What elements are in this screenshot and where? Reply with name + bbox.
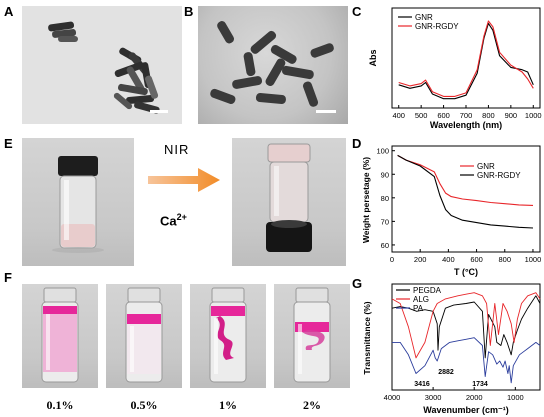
- chartD-xtick-label-2: 400: [442, 255, 455, 264]
- chartC-xtick-label-0: 400: [392, 111, 405, 120]
- chartG-xtick-label-0: 4000: [384, 393, 401, 402]
- chartD-series-0: [397, 154, 534, 206]
- ca-ion-symbol: Ca: [160, 213, 177, 229]
- chartD-ytick-label-4: 100: [376, 147, 389, 156]
- chartD-xtick-label-1: 200: [414, 255, 427, 264]
- chart-d-xlabel: T (°C): [454, 267, 478, 277]
- chart-d-legend-gnr-rgdy: GNR-RGDY: [477, 171, 521, 180]
- chart-c-legend-gnr: GNR: [415, 13, 433, 22]
- vial-photo-2: [274, 284, 350, 388]
- vial-after-drawing: [266, 143, 312, 252]
- chart-g-frame: [391, 283, 541, 391]
- panel-label-b: B: [184, 4, 194, 19]
- chart-g-annotation-1734: 1734: [472, 381, 488, 388]
- tem-image-a: [22, 6, 182, 124]
- chartD-xtick-label-3: 600: [470, 255, 483, 264]
- chart-g-ylabel: Transmittance (%): [362, 301, 372, 374]
- nir-label: NIR: [164, 142, 190, 157]
- vial-photo-0-5: [106, 284, 182, 388]
- chartG-xtick-label-1: 3000: [425, 393, 442, 402]
- panel-label-g: G: [352, 276, 363, 291]
- chart-g-annotation-2882: 2882: [438, 369, 454, 376]
- chart-c-uv-vis: 400 500 600 700 800 900 1000 GNR GNR-RGDY Wave…: [368, 7, 542, 130]
- chartC-xtick-label-5: 900: [505, 111, 518, 120]
- nir-arrow: [148, 168, 220, 192]
- chartD-xtick-label-0: 0: [390, 255, 394, 264]
- panel-label-c: C: [352, 4, 362, 19]
- chartD-ytick-label-3: 90: [381, 170, 389, 179]
- chartG-series-2: [392, 337, 541, 384]
- vial-0-1-drawing: [41, 287, 79, 383]
- concentration-label-2: 2%: [303, 398, 321, 412]
- chart-d-frame: [391, 145, 541, 253]
- panel-label-e: E: [4, 136, 13, 151]
- vial-1-drawing: [209, 287, 247, 383]
- concentration-label-0-5: 0.5%: [130, 398, 158, 412]
- ca-ion-charge: 2+: [176, 212, 187, 222]
- chartC-xtick-label-6: 1000: [525, 111, 542, 120]
- chartD-xtick-label-5: 1000: [525, 255, 542, 264]
- tem-image-b-nanorods: [210, 21, 336, 113]
- chartC-xtick-label-3: 700: [460, 111, 473, 120]
- chartG-xtick-label-2: 2000: [466, 393, 483, 402]
- chartG-series-1: [391, 292, 541, 359]
- concentration-label-0-1: 0.1%: [46, 398, 74, 412]
- tem-image-a-nanorods: [48, 21, 168, 114]
- chartD-ytick-label-0: 60: [381, 241, 389, 250]
- chart-c-ylabel: Abs: [368, 49, 378, 66]
- concentration-label-1: 1%: [219, 398, 237, 412]
- chart-c-xlabel: Wavelength (nm): [430, 120, 502, 130]
- panel-label-a: A: [4, 4, 14, 19]
- chart-d-legend-gnr: GNR: [477, 162, 495, 171]
- chartD-ytick-label-1: 70: [381, 217, 389, 226]
- chart-g-ftir: 4000 3000 2000 1000 PEGDA ALG PA 3416 2882 …: [362, 283, 541, 415]
- tem-image-b: [198, 6, 348, 124]
- chartC-xtick-label-1: 500: [415, 111, 428, 120]
- chart-c-legend-gnr-rgdy: GNR-RGDY: [415, 22, 459, 31]
- vial-2-drawing: [293, 287, 331, 383]
- chartG-xtick-label-3: 1000: [507, 393, 524, 402]
- chartD-xtick-label-4: 800: [499, 255, 512, 264]
- ca-ion-label: Ca2+: [160, 212, 187, 228]
- chartC-xtick-label-4: 800: [482, 111, 495, 120]
- panel-label-f: F: [4, 270, 12, 285]
- chart-d-tga: 0 200 400 600 800 1000 60 70 80 90 100 GNR GNR-RGD…: [361, 145, 542, 277]
- vial-photo-1: [190, 284, 266, 388]
- vial-photo-before: [22, 138, 134, 266]
- chartD-ytick-label-2: 80: [381, 194, 389, 203]
- chart-g-legend-pegda: PEGDA: [413, 286, 442, 295]
- chartC-xtick-label-2: 600: [437, 111, 450, 120]
- chart-g-annotation-3416: 3416: [414, 381, 430, 388]
- chart-g-legend-pa: PA: [413, 304, 424, 313]
- vial-0-5-drawing: [125, 287, 163, 383]
- chartC-series-0: [398, 22, 534, 100]
- panel-label-d: D: [352, 136, 362, 151]
- vial-before-drawing: [52, 156, 104, 253]
- chart-g-legend-alg: ALG: [413, 295, 429, 304]
- chartD-series-1: [397, 154, 534, 229]
- vial-photo-0-1: [22, 284, 98, 388]
- vial-photo-after: [232, 138, 346, 266]
- chartC-series-1: [398, 20, 534, 97]
- chart-d-ylabel: Weight persetage (%): [361, 157, 371, 243]
- chart-g-xlabel: Wavenumber (cm⁻¹): [423, 405, 508, 415]
